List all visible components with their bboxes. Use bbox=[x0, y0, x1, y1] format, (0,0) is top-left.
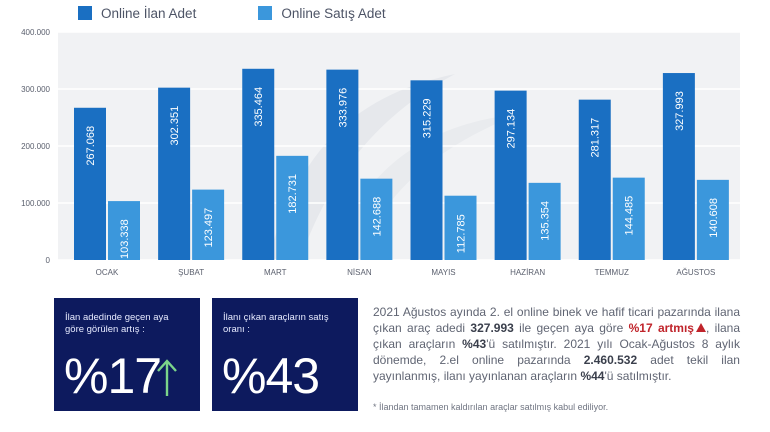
sales-rate-card-value: %43 bbox=[222, 348, 320, 404]
legend-swatch-ilan bbox=[78, 6, 92, 20]
y-tick-label: 400.000 bbox=[21, 28, 50, 37]
summary-total-listings: 2.460.532 bbox=[583, 353, 638, 367]
increase-card-value: %17 bbox=[64, 348, 162, 404]
legend-item-satis: Online Satış Adet bbox=[258, 5, 386, 21]
data-label-ilan: 302.351 bbox=[169, 106, 181, 146]
data-label-satis: 140.608 bbox=[708, 198, 720, 238]
sales-rate-card-label: İlanı çıkan araçların satış oranı : bbox=[223, 312, 329, 335]
legend-label-ilan: Online İlan Adet bbox=[101, 5, 197, 21]
x-tick-label: MART bbox=[264, 268, 287, 277]
footnote: * İlandan tamamen kaldırılan araçlar sat… bbox=[373, 402, 609, 412]
summary-part: , ilana çıkan araçların bbox=[373, 321, 741, 351]
y-tick-label: 300.000 bbox=[21, 85, 50, 94]
bar-ilan bbox=[662, 73, 695, 260]
increase-card-label: İlan adedinde geçen aya göre görülen art… bbox=[65, 312, 169, 335]
sales-rate-card: İlanı çıkan araçların satış oranı : %43 bbox=[212, 298, 358, 411]
bar-ilan bbox=[74, 107, 106, 260]
data-label-ilan: 281.317 bbox=[590, 118, 602, 158]
data-label-ilan: 327.993 bbox=[674, 91, 686, 131]
data-label-satis: 182.731 bbox=[287, 174, 299, 214]
data-label-ilan: 297.134 bbox=[506, 109, 518, 149]
summary-part: 2021 Ağustos ayında 2. el online binek v… bbox=[373, 305, 740, 335]
summary-part: ile geçen aya göre bbox=[513, 321, 629, 335]
x-tick-label: HAZİRAN bbox=[510, 268, 545, 277]
bar-satis bbox=[108, 201, 140, 260]
x-tick-label: MAYIS bbox=[431, 268, 455, 277]
background-swoosh bbox=[268, 74, 455, 260]
data-label-satis: 103.338 bbox=[119, 219, 131, 259]
x-tick-label: ŞUBAT bbox=[178, 268, 204, 277]
summary-text: 2021 Ağustos ayında 2. el online binek v… bbox=[373, 304, 740, 384]
y-tick-label: 0 bbox=[46, 256, 51, 265]
bar-ilan bbox=[242, 68, 275, 260]
summary-total-rate: %44 bbox=[580, 369, 605, 383]
legend-label-satis: Online Satış Adet bbox=[281, 5, 386, 21]
summary-part: 'ü satılmıştır. 2021 yılı Ocak-Ağustos 8… bbox=[373, 337, 740, 367]
bar-ilan bbox=[578, 99, 611, 260]
arrow-up-icon bbox=[157, 359, 177, 396]
summary-part: 'ü satılmıştır. bbox=[604, 369, 672, 383]
data-label-ilan: 335.464 bbox=[253, 87, 265, 127]
x-tick-label: TEMMUZ bbox=[595, 268, 629, 277]
bar-satis bbox=[444, 195, 477, 260]
summary-ilan-count: 327.993 bbox=[470, 321, 514, 335]
legend-swatch-satis bbox=[258, 6, 273, 20]
data-label-satis: 112.785 bbox=[456, 214, 468, 253]
y-tick-label: 100.000 bbox=[21, 199, 50, 208]
bar-satis bbox=[192, 189, 225, 260]
chart-legend: Online İlan Adet Online Satış Adet bbox=[78, 3, 448, 23]
bar-satis bbox=[360, 178, 393, 260]
triangle-up-icon bbox=[695, 323, 706, 332]
bar-chart: 0 100.000 200.000 300.000 400.000 267.068 103.… bbox=[21, 28, 740, 277]
bar-satis bbox=[528, 182, 561, 260]
data-label-satis: 144.485 bbox=[624, 196, 636, 236]
summary-sales-rate: %43 bbox=[462, 337, 487, 351]
bar-satis bbox=[612, 177, 645, 260]
data-label-satis: 123.497 bbox=[203, 208, 215, 248]
bar-ilan bbox=[410, 80, 443, 260]
bar-satis bbox=[696, 179, 729, 260]
data-label-satis: 135.354 bbox=[540, 201, 552, 241]
bar-ilan bbox=[326, 69, 359, 260]
y-tick-label: 200.000 bbox=[21, 142, 50, 151]
legend-item-ilan: Online İlan Adet bbox=[78, 6, 196, 21]
bar-ilan bbox=[494, 90, 527, 260]
data-label-ilan: 267.068 bbox=[85, 126, 97, 166]
data-label-ilan: 333.976 bbox=[337, 88, 349, 128]
x-tick-label: AĞUSTOS bbox=[676, 268, 715, 277]
increase-card: İlan adedinde geçen aya göre görülen art… bbox=[54, 298, 200, 411]
data-label-ilan: 315.229 bbox=[422, 98, 434, 138]
bar-satis bbox=[276, 155, 309, 260]
data-label-satis: 142.688 bbox=[371, 197, 383, 237]
summary-part: adet tekil ilan yayınlanmış, ilanı yayın… bbox=[373, 353, 740, 383]
x-tick-label: NİSAN bbox=[347, 268, 372, 277]
summary-increase: %17 artmış bbox=[628, 321, 694, 335]
bar-ilan bbox=[158, 87, 191, 260]
x-tick-label: OCAK bbox=[96, 268, 119, 277]
